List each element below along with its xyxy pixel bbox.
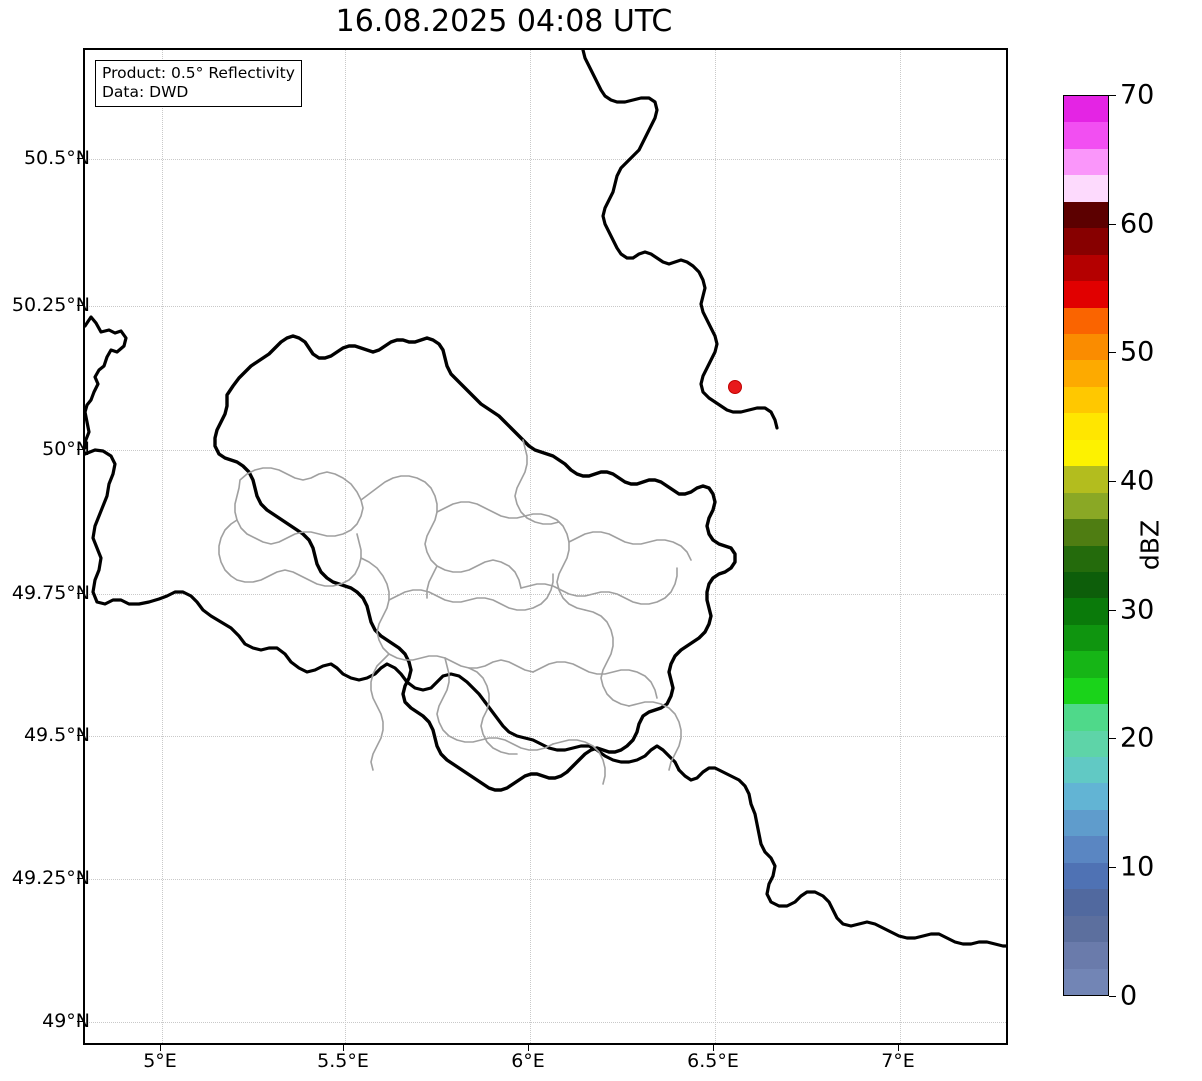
district-boundaries-path bbox=[218, 439, 692, 785]
ytick-label-49_5: 49.5°N bbox=[23, 724, 90, 746]
colorbar-band bbox=[1064, 201, 1108, 231]
cbtick-mark-0 bbox=[1109, 996, 1116, 997]
colorbar-band bbox=[1064, 624, 1108, 654]
colorbar-band bbox=[1064, 677, 1108, 707]
xtick-mark-6 bbox=[528, 1045, 529, 1051]
ytick-mark-49_25 bbox=[77, 878, 83, 879]
cbtick-label-70: 70 bbox=[1120, 79, 1155, 111]
cbtick-mark-10 bbox=[1109, 867, 1116, 868]
colorbar-band bbox=[1064, 439, 1108, 469]
gridline-lat-50 bbox=[85, 450, 1006, 451]
luxembourg-border-path bbox=[213, 334, 737, 792]
gridline-lon-6_5 bbox=[715, 50, 716, 1043]
cbtick-mark-70 bbox=[1109, 95, 1116, 96]
colorbar-band bbox=[1064, 783, 1108, 812]
colorbar-band bbox=[1064, 942, 1108, 971]
cbtick-label-10: 10 bbox=[1120, 851, 1155, 883]
ytick-label-50_25: 50.25°N bbox=[11, 294, 90, 316]
colorbar-band bbox=[1064, 360, 1108, 389]
colorbar-band bbox=[1064, 757, 1108, 786]
cbtick-label-40: 40 bbox=[1120, 465, 1155, 497]
cbtick-mark-40 bbox=[1109, 481, 1116, 482]
xtick-label-6: 6°E bbox=[511, 1050, 545, 1072]
cbtick-mark-60 bbox=[1109, 224, 1116, 225]
figure-title: 16.08.2025 04:08 UTC bbox=[335, 4, 673, 39]
cbtick-mark-50 bbox=[1109, 352, 1116, 353]
ytick-label-49_75: 49.75°N bbox=[11, 582, 90, 604]
colorbar-band bbox=[1064, 492, 1108, 522]
ytick-mark-49 bbox=[77, 1021, 83, 1022]
gridline-lat-50_5 bbox=[85, 159, 1006, 160]
xtick-mark-7 bbox=[898, 1045, 899, 1051]
cbtick-label-0: 0 bbox=[1120, 980, 1138, 1012]
xtick-label-6_5: 6.5°E bbox=[687, 1050, 739, 1072]
cbtick-label-50: 50 bbox=[1120, 336, 1155, 368]
ytick-mark-50_25 bbox=[77, 305, 83, 306]
gridline-lon-6 bbox=[530, 50, 531, 1043]
cbtick-mark-30 bbox=[1109, 610, 1116, 611]
colorbar-band bbox=[1064, 598, 1108, 627]
colorbar-band bbox=[1064, 122, 1108, 151]
product-info-line2: Data: DWD bbox=[102, 83, 189, 101]
colorbar-axis-label: dBZ bbox=[1135, 519, 1165, 571]
colorbar-band bbox=[1064, 307, 1108, 336]
xtick-mark-5_5 bbox=[343, 1045, 344, 1051]
colorbar-band bbox=[1064, 915, 1108, 945]
colorbar-band bbox=[1064, 889, 1108, 918]
product-info-box: Product: 0.5° Reflectivity Data: DWD bbox=[95, 60, 302, 107]
colorbar-band bbox=[1064, 254, 1108, 284]
gridline-lat-49 bbox=[85, 1022, 1006, 1023]
colorbar-band bbox=[1064, 228, 1108, 257]
colorbar-band bbox=[1064, 809, 1108, 839]
gridline-lat-49_75 bbox=[85, 594, 1006, 595]
ytick-label-49_25: 49.25°N bbox=[11, 867, 90, 889]
colorbar-band bbox=[1064, 545, 1108, 574]
cbtick-label-20: 20 bbox=[1120, 722, 1155, 754]
colorbar-band bbox=[1064, 333, 1108, 363]
ytick-mark-50_5 bbox=[77, 158, 83, 159]
national-borders-path bbox=[85, 315, 1006, 948]
ytick-mark-50 bbox=[77, 449, 83, 450]
colorbar-band bbox=[1064, 386, 1108, 416]
colorbar-band bbox=[1064, 519, 1108, 548]
xtick-label-5: 5°E bbox=[143, 1050, 177, 1072]
ytick-label-50_5: 50.5°N bbox=[23, 147, 90, 169]
radar-station-marker[interactable] bbox=[728, 380, 742, 394]
ytick-mark-49_75 bbox=[77, 593, 83, 594]
colorbar-band bbox=[1064, 175, 1108, 204]
gridline-lat-50_25 bbox=[85, 306, 1006, 307]
xtick-label-7: 7°E bbox=[881, 1050, 915, 1072]
colorbar-band bbox=[1064, 968, 1108, 995]
colorbar-band bbox=[1064, 281, 1108, 310]
colorbar-band bbox=[1064, 651, 1108, 680]
ytick-mark-49_5 bbox=[77, 735, 83, 736]
colorbar-band bbox=[1064, 862, 1108, 892]
cbtick-mark-20 bbox=[1109, 738, 1116, 739]
colorbar-band bbox=[1064, 704, 1108, 733]
map-plot-area[interactable]: Product: 0.5° Reflectivity Data: DWD bbox=[83, 48, 1008, 1045]
gridline-lon-5 bbox=[162, 50, 163, 1043]
ytick-label-50: 50°N bbox=[42, 438, 90, 460]
gridline-lon-7 bbox=[900, 50, 901, 1043]
colorbar[interactable] bbox=[1063, 95, 1109, 996]
cbtick-label-60: 60 bbox=[1120, 208, 1155, 240]
product-info-line1: Product: 0.5° Reflectivity bbox=[102, 64, 295, 82]
gridline-lat-49_5 bbox=[85, 736, 1006, 737]
northeast-border-path bbox=[581, 50, 779, 430]
xtick-label-5_5: 5.5°E bbox=[317, 1050, 369, 1072]
colorbar-band bbox=[1064, 571, 1108, 601]
cbtick-label-30: 30 bbox=[1120, 594, 1155, 626]
colorbar-band bbox=[1064, 96, 1108, 125]
gridline-lat-49_25 bbox=[85, 879, 1006, 880]
colorbar-band bbox=[1064, 466, 1108, 495]
colorbar-band bbox=[1064, 730, 1108, 759]
colorbar-band bbox=[1064, 148, 1108, 178]
gridline-lon-5_5 bbox=[345, 50, 346, 1043]
map-geometry bbox=[85, 50, 1006, 948]
colorbar-band bbox=[1064, 836, 1108, 865]
xtick-mark-6_5 bbox=[713, 1045, 714, 1051]
xtick-mark-5 bbox=[160, 1045, 161, 1051]
colorbar-band bbox=[1064, 413, 1108, 442]
ytick-label-49: 49°N bbox=[42, 1010, 90, 1032]
